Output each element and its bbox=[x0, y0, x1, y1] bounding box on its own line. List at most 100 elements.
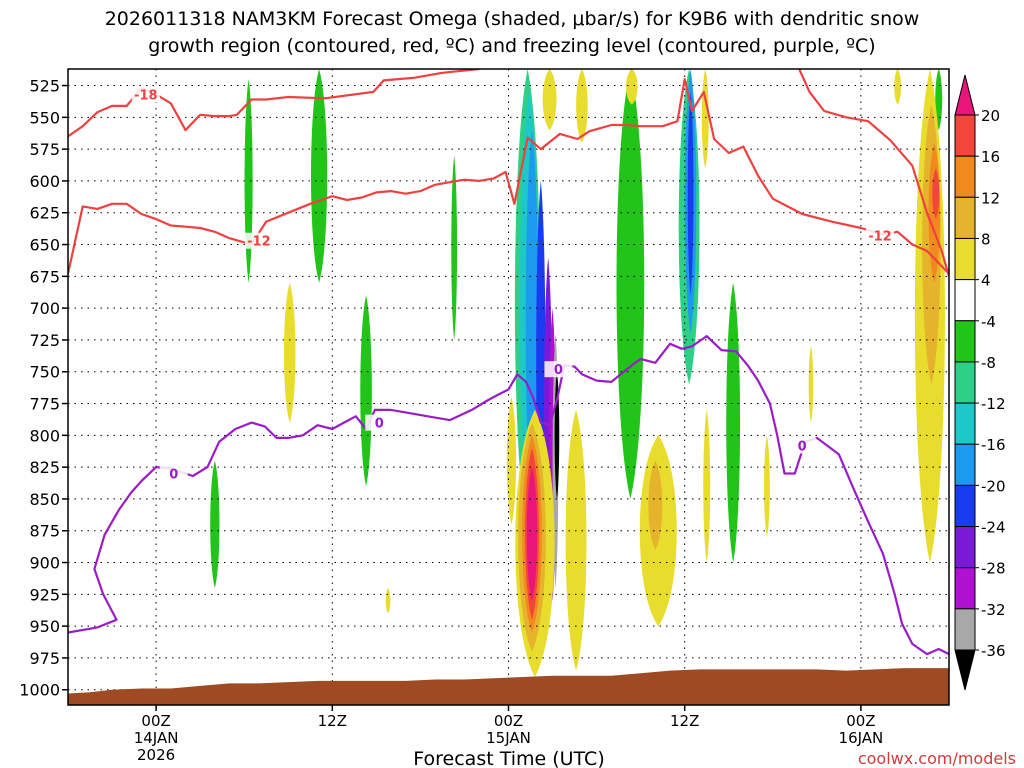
omega-rising-region-18 bbox=[935, 69, 943, 131]
pressure-tick-label: 950 bbox=[29, 617, 60, 636]
time-tick-label: 12Z bbox=[670, 712, 699, 730]
omega-sinking-region-21 bbox=[506, 397, 517, 525]
omega-sinking-region-28 bbox=[542, 69, 557, 131]
pressure-tick-label: 625 bbox=[29, 204, 60, 223]
omega-shading bbox=[210, 69, 945, 678]
time-tick-label: 00Z bbox=[846, 712, 875, 730]
isotherm-label-0: -18 bbox=[134, 88, 158, 103]
freezing-level-label-2: 0 bbox=[554, 363, 563, 378]
time-tick-label: 14JAN bbox=[134, 729, 179, 747]
isotherm-label-1: -12 bbox=[247, 235, 271, 250]
pressure-tick-label: 850 bbox=[29, 490, 60, 509]
omega-sinking-region-37 bbox=[894, 69, 902, 105]
omega-rising-region-5 bbox=[616, 69, 645, 499]
credit-text[interactable]: coolwx.com/models bbox=[858, 749, 1016, 768]
isotherm-contours: -18 -12 -12 0 0 0 0 bbox=[68, 69, 949, 656]
omega-sinking-region-32 bbox=[648, 460, 663, 550]
colorbar-bin bbox=[954, 443, 976, 486]
pressure-tick-label: 875 bbox=[29, 522, 60, 541]
pressure-tick-label: 600 bbox=[29, 172, 60, 191]
isotherm-label-2: -12 bbox=[868, 230, 892, 245]
time-tick-label: 2026 bbox=[137, 746, 175, 764]
colorbar-tick-label: -36 bbox=[981, 642, 1006, 660]
plot-background bbox=[68, 69, 949, 705]
omega-rising-region-4 bbox=[210, 460, 220, 588]
isotherm-contour-2 bbox=[798, 69, 949, 277]
pressure-tick-label: 975 bbox=[29, 649, 60, 668]
colorbar-tick-label: 12 bbox=[981, 189, 1000, 207]
time-tick-label: 12Z bbox=[318, 712, 347, 730]
time-tick-label: 00Z bbox=[494, 712, 523, 730]
pressure-tick-label: 1000 bbox=[19, 681, 60, 700]
colorbar-tick-label: -24 bbox=[981, 519, 1006, 537]
freezing-level-label-3-halo bbox=[788, 437, 817, 454]
freezing-level-label-1-halo bbox=[365, 414, 394, 431]
colorbar-bin bbox=[954, 567, 976, 610]
omega-rising-region-1 bbox=[310, 69, 328, 283]
freezing-level-contour bbox=[68, 335, 949, 656]
pressure-axis: 525 550 575 600 625 650 675 700 725 750 775 800 825 8… bbox=[19, 77, 68, 700]
pressure-tick-label: 725 bbox=[29, 331, 60, 350]
omega-sinking-region-29 bbox=[576, 69, 588, 143]
chart-title-line-2: growth region (contoured, red, ºC) and f… bbox=[148, 35, 875, 57]
isotherm-label-0-halo bbox=[131, 86, 160, 103]
colorbar-bin bbox=[954, 279, 976, 322]
pressure-tick-label: 775 bbox=[29, 395, 60, 414]
pressure-tick-label: 925 bbox=[29, 585, 60, 604]
colorbar-tick-label: -12 bbox=[981, 395, 1006, 413]
pressure-tick-label: 525 bbox=[29, 77, 60, 96]
colorbar-bin bbox=[954, 114, 976, 157]
omega-colorbar: 20 16 12 8 4 -4 -8 -12 -16 -20 -24 -28 -32 -36 bbox=[954, 74, 1006, 691]
colorbar-tick-label: -20 bbox=[981, 477, 1006, 495]
terrain-layer bbox=[68, 668, 949, 705]
colorbar-bin bbox=[954, 320, 976, 363]
pressure-tick-label: 825 bbox=[29, 458, 60, 477]
chart-title-line-1: 2026011318 NAM3KM Forecast Omega (shaded… bbox=[105, 8, 920, 30]
colorbar-bin bbox=[954, 361, 976, 404]
pressure-tick-label: 675 bbox=[29, 267, 60, 286]
x-axis-label: Forecast Time (UTC) bbox=[413, 748, 604, 768]
colorbar-bin bbox=[954, 484, 976, 528]
time-tick-label: 00Z bbox=[141, 712, 170, 730]
isotherm-contour-0 bbox=[68, 69, 480, 138]
pressure-tick-label: 900 bbox=[29, 554, 60, 573]
freezing-level-label-3: 0 bbox=[798, 440, 807, 455]
plot-area: -18 -12 -12 0 0 0 0 bbox=[68, 69, 949, 705]
omega-rising-region-3 bbox=[451, 155, 458, 340]
colorbar-tick-label: -28 bbox=[981, 560, 1006, 578]
omega-rising-region-0 bbox=[244, 79, 253, 283]
freezing-level-label-0: 0 bbox=[169, 467, 178, 482]
colorbar-top-arrow bbox=[954, 74, 976, 116]
colorbar-tick-label: 16 bbox=[981, 148, 1000, 166]
omega-rising-region-2 bbox=[360, 295, 372, 487]
colorbar-tick-label: -32 bbox=[981, 601, 1006, 619]
omega-sinking-region-26 bbox=[526, 467, 538, 601]
freezing-level-label-1: 0 bbox=[375, 417, 384, 432]
pressure-tick-label: 650 bbox=[29, 236, 60, 255]
colorbar-tick-label: -4 bbox=[981, 313, 996, 331]
pressure-tick-label: 550 bbox=[29, 108, 60, 127]
freezing-level-label-0-halo bbox=[159, 465, 188, 482]
isotherm-label-2-halo bbox=[865, 227, 894, 244]
freezing-level-label-2-halo bbox=[544, 361, 573, 378]
colorbar-bin bbox=[954, 526, 976, 569]
omega-sinking-region-30 bbox=[626, 69, 638, 105]
colorbar-tick-label: -8 bbox=[981, 354, 996, 372]
pressure-tick-label: 575 bbox=[29, 140, 60, 159]
isotherm-label-1-halo bbox=[244, 232, 273, 249]
pressure-tick-label: 700 bbox=[29, 299, 60, 318]
colorbar-tick-label: 4 bbox=[981, 272, 991, 290]
omega-sinking-region-41 bbox=[932, 168, 940, 220]
colorbar-bin bbox=[954, 155, 976, 198]
colorbar-tick-label: -16 bbox=[981, 436, 1006, 454]
omega-sinking-region-34 bbox=[703, 409, 711, 563]
time-tick-label: 16JAN bbox=[839, 729, 884, 747]
omega-sinking-region-27 bbox=[565, 409, 587, 671]
pressure-tick-label: 750 bbox=[29, 363, 60, 382]
isotherm-contour-1 bbox=[68, 78, 949, 275]
colorbar-tick-label: 8 bbox=[981, 230, 991, 248]
colorbar-bin bbox=[954, 608, 976, 651]
omega-sinking-region-20 bbox=[283, 282, 296, 423]
